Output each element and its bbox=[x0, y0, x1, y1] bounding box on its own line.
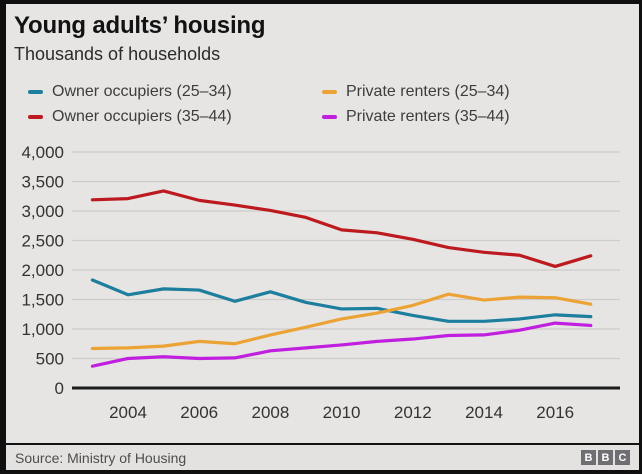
line-chart: 0 500 1,000 1,500 2,000 2,500 3,000 3,500 4,000 2… bbox=[21, 143, 620, 422]
x-axis-tick-label: 2006 bbox=[180, 403, 218, 422]
series-line bbox=[90, 278, 593, 323]
y-axis-tick-label: 3,000 bbox=[21, 202, 64, 221]
chart-legend: Owner occupiers (25–34) Owner occupiers … bbox=[28, 79, 639, 129]
page-title: Young adults’ housing bbox=[14, 12, 266, 39]
x-axis-tick-label: 2010 bbox=[323, 403, 361, 422]
legend-item-owner-35-44: Owner occupiers (35–44) bbox=[28, 108, 322, 126]
series-line bbox=[90, 189, 593, 269]
legend-item-owner-25-34: Owner occupiers (25–34) bbox=[28, 83, 322, 101]
chart-header: Young adults’ housing Thousands of house… bbox=[6, 4, 639, 65]
legend-label: Owner occupiers (35–44) bbox=[52, 107, 232, 125]
source-credit: Source: Ministry of Housing bbox=[15, 449, 187, 466]
x-axis-tick-label: 2014 bbox=[465, 403, 503, 422]
y-axis-tick-label: 0 bbox=[55, 379, 64, 398]
y-axis-tick-label: 4,000 bbox=[21, 143, 64, 162]
legend-label: Private renters (35–44) bbox=[346, 107, 510, 125]
legend-item-renter-35-44: Private renters (35–44) bbox=[322, 108, 639, 126]
y-axis-tick-label: 1,000 bbox=[21, 320, 64, 339]
y-axis-tick-label: 500 bbox=[36, 350, 64, 369]
line-swatch-icon bbox=[322, 89, 337, 94]
legend-label: Owner occupiers (25–34) bbox=[52, 82, 232, 100]
chart-subtitle: Thousands of households bbox=[14, 44, 221, 64]
x-axis-tick-label: 2008 bbox=[251, 403, 289, 422]
line-swatch-icon bbox=[28, 89, 43, 94]
bbc-logo-block: B bbox=[598, 450, 613, 465]
y-axis-tick-label: 3,500 bbox=[21, 173, 64, 192]
y-axis-tick-label: 1,500 bbox=[21, 291, 64, 310]
x-axis-tick-label: 2016 bbox=[536, 403, 574, 422]
bbc-logo-block: B bbox=[581, 450, 596, 465]
chart-card: Young adults’ housing Thousands of house… bbox=[6, 4, 639, 470]
x-axis-tick-label: 2012 bbox=[394, 403, 432, 422]
line-swatch-icon bbox=[322, 114, 337, 119]
bbc-logo-block: C bbox=[615, 450, 630, 465]
series-line bbox=[90, 292, 593, 351]
line-swatch-icon bbox=[28, 114, 43, 119]
y-axis-tick-label: 2,500 bbox=[21, 232, 64, 251]
bbc-logo: B B C bbox=[581, 450, 630, 465]
y-axis-tick-label: 2,000 bbox=[21, 261, 64, 280]
x-axis-tick-label: 2004 bbox=[109, 403, 147, 422]
legend-label: Private renters (25–34) bbox=[346, 82, 510, 100]
legend-item-renter-25-34: Private renters (25–34) bbox=[322, 83, 639, 101]
series-line bbox=[90, 321, 593, 368]
footer-bar: Source: Ministry of Housing B B C bbox=[6, 443, 639, 470]
